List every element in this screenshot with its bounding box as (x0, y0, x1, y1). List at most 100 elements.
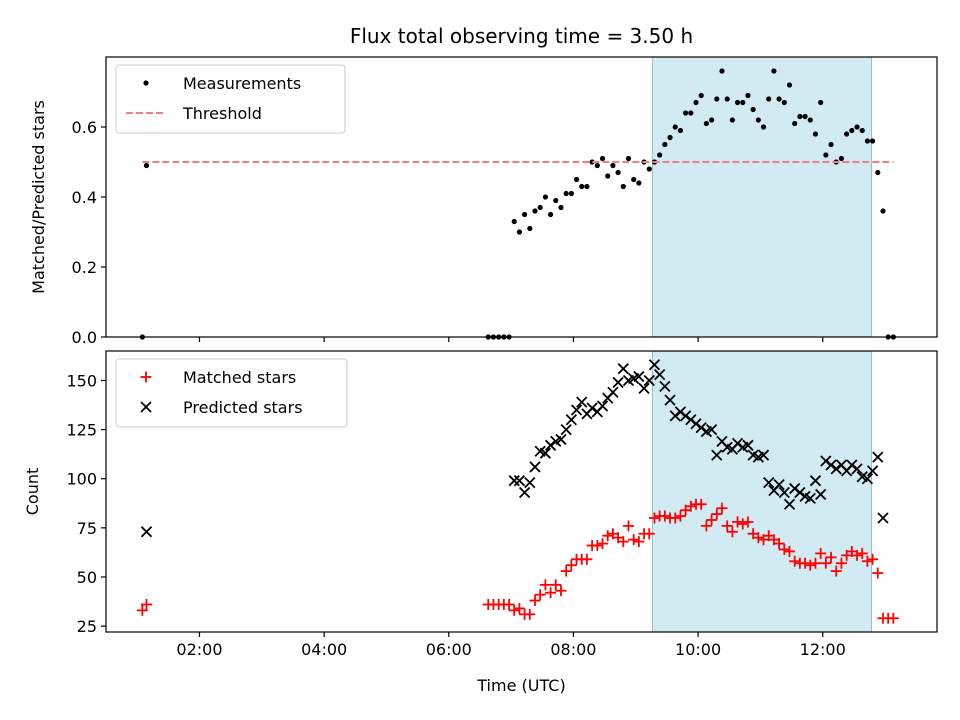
y-tick-label: 25 (77, 617, 97, 636)
data-point (657, 152, 663, 158)
x-tick-label: 08:00 (550, 640, 596, 659)
data-point (856, 547, 868, 559)
data-point (565, 414, 577, 426)
data-point (755, 117, 761, 123)
data-point (789, 555, 801, 567)
data-point (643, 374, 655, 387)
data-point (607, 386, 619, 398)
data-point (766, 96, 772, 102)
data-point (851, 549, 863, 561)
data-point (579, 183, 585, 190)
data-point (792, 120, 798, 127)
x-axis-label: Time (UTC) (476, 676, 565, 695)
data-point (752, 532, 764, 544)
data-point (617, 536, 629, 548)
data-point (872, 451, 884, 463)
data-point (711, 449, 723, 461)
y-tick-label: 0.6 (72, 118, 97, 137)
data-point (622, 520, 634, 532)
legend-entry: Predicted stars (140, 398, 303, 417)
data-point (734, 99, 741, 106)
data-point (716, 502, 728, 514)
panel-1-series-matched-stars (136, 498, 899, 624)
data-point (516, 229, 523, 235)
data-point (714, 96, 720, 102)
data-point (757, 449, 770, 461)
data-point (563, 190, 569, 197)
data-point (729, 117, 735, 123)
data-point (804, 559, 816, 571)
data-point (633, 536, 645, 548)
data-point (698, 92, 704, 99)
data-point (854, 124, 860, 130)
data-point (828, 141, 834, 148)
data-point (508, 604, 520, 616)
data-point (861, 473, 874, 485)
data-point (136, 604, 148, 616)
data-point (783, 498, 796, 510)
data-point (565, 559, 577, 571)
data-point (823, 152, 829, 158)
x-tick-label: 04:00 (301, 640, 347, 659)
data-point (615, 169, 621, 176)
data-point (804, 492, 816, 505)
data-point (550, 579, 562, 591)
data-point (838, 155, 845, 162)
data-point (773, 538, 785, 550)
data-point (527, 225, 533, 232)
y-tick-label: 150 (66, 371, 97, 390)
data-point (835, 557, 847, 569)
data-point (631, 176, 637, 183)
data-point (877, 512, 889, 524)
data-point (643, 528, 655, 540)
data-point (553, 197, 559, 204)
data-point (654, 368, 666, 381)
legend-entry: Threshold (126, 104, 262, 123)
data-point (646, 166, 652, 172)
data-point (513, 602, 525, 614)
data-point (742, 516, 754, 528)
data-point (880, 208, 886, 214)
data-point (815, 488, 827, 501)
panel-0-series-measurements (139, 68, 896, 340)
data-point (864, 138, 871, 144)
data-point (786, 82, 793, 88)
data-point (568, 190, 574, 197)
x-tick-label: 10:00 (675, 640, 721, 659)
data-point (844, 131, 850, 137)
data-point (802, 113, 808, 120)
data-point (633, 370, 645, 383)
data-point (594, 162, 600, 169)
data-point (597, 538, 609, 550)
data-point (825, 551, 837, 563)
y-tick-label: 0.0 (72, 328, 97, 347)
data-point (809, 557, 821, 569)
data-point (866, 465, 879, 477)
data-point (140, 526, 153, 538)
data-point (778, 543, 790, 555)
data-point (695, 498, 707, 510)
data-point (672, 124, 678, 130)
legend-label: Threshold (182, 104, 262, 123)
data-point (664, 394, 676, 406)
data-point (560, 565, 572, 577)
data-point (620, 183, 626, 190)
data-point (662, 141, 668, 148)
data-point (555, 433, 567, 446)
data-point (867, 553, 879, 565)
data-point (547, 211, 554, 218)
data-point (849, 127, 855, 134)
data-point (524, 477, 536, 489)
data-point (539, 447, 552, 459)
data-point (740, 99, 746, 106)
legend-label: Matched stars (183, 368, 296, 387)
data-point (708, 117, 715, 123)
data-point (869, 138, 876, 144)
data-point (617, 363, 629, 375)
data-point (721, 520, 733, 532)
data-point (887, 612, 899, 624)
data-point (605, 173, 611, 179)
y-tick-label: 50 (77, 568, 97, 587)
panel-0-legend (115, 64, 346, 134)
